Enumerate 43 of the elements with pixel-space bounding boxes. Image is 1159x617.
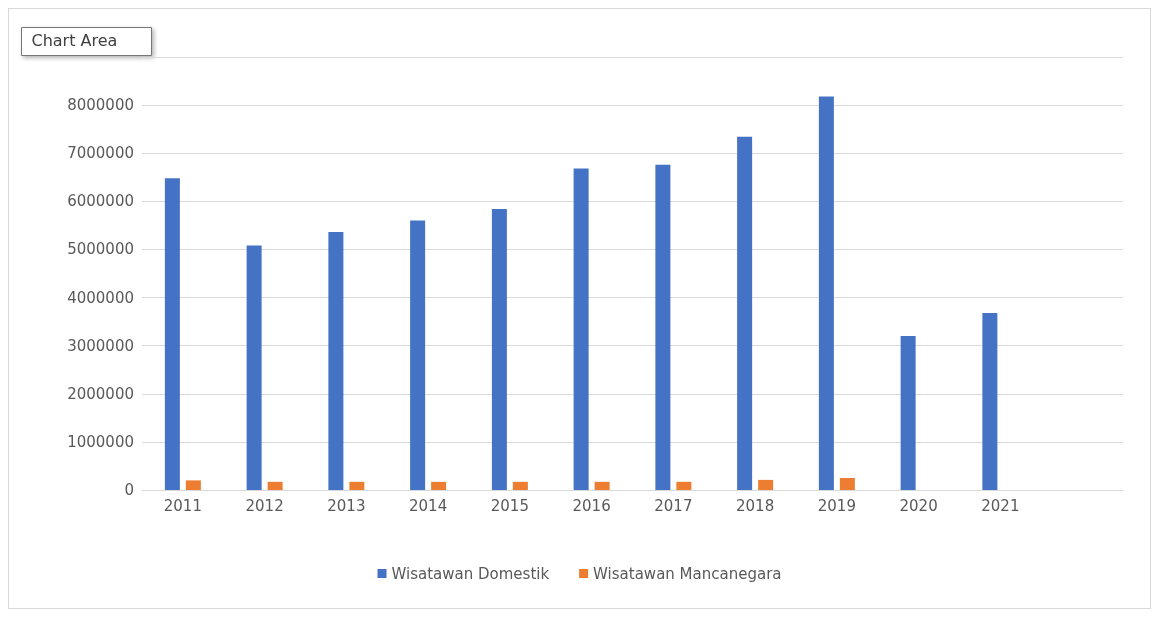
- bar: [758, 479, 774, 490]
- x-tick-label: 2018: [736, 496, 775, 515]
- x-tick-label: 2014: [409, 496, 448, 515]
- bar: [982, 312, 998, 490]
- x-tick-label: 2020: [899, 496, 938, 515]
- y-tick-label: 5000000: [67, 240, 134, 259]
- legend-label: Wisatawan Domestik: [391, 564, 550, 583]
- bar: [900, 336, 916, 490]
- bar: [267, 481, 283, 490]
- x-tick-label: 2019: [817, 496, 856, 515]
- bar: [512, 481, 528, 490]
- x-tick-label: 2015: [490, 496, 529, 515]
- bar: [818, 96, 834, 490]
- y-tick-label: 2000000: [67, 384, 134, 403]
- x-tick-label: 2012: [245, 496, 284, 515]
- bar: [246, 245, 262, 490]
- bar: [431, 481, 447, 490]
- bar: [349, 481, 365, 490]
- bar: [573, 168, 589, 490]
- bar: [410, 220, 426, 490]
- y-tick-label: 8000000: [67, 96, 134, 115]
- x-tick-label: 2021: [981, 496, 1020, 515]
- bar: [164, 178, 180, 490]
- legend-label: Wisatawan Mancanegara: [593, 564, 782, 583]
- y-tick-label: 4000000: [67, 288, 134, 307]
- y-tick-label: 7000000: [67, 144, 134, 163]
- bar: [655, 164, 671, 490]
- text: Chart Area: [31, 31, 118, 50]
- x-tick-label: 2016: [572, 496, 611, 515]
- y-tick-label: 0: [124, 481, 134, 499]
- x-tick-label: 2017: [654, 496, 693, 515]
- x-tick-label: 2011: [163, 496, 202, 515]
- y-tick-label: 1000000: [67, 432, 134, 451]
- bar: [594, 481, 610, 490]
- bar: [185, 480, 201, 490]
- x-tick-label: 2013: [327, 496, 366, 515]
- y-tick-label: 3000000: [67, 336, 134, 355]
- bar: [491, 209, 507, 490]
- y-tick-label: 6000000: [67, 192, 134, 211]
- bar: [328, 232, 344, 490]
- bar: [737, 136, 753, 490]
- bar: [676, 481, 692, 490]
- bar: [839, 477, 855, 490]
